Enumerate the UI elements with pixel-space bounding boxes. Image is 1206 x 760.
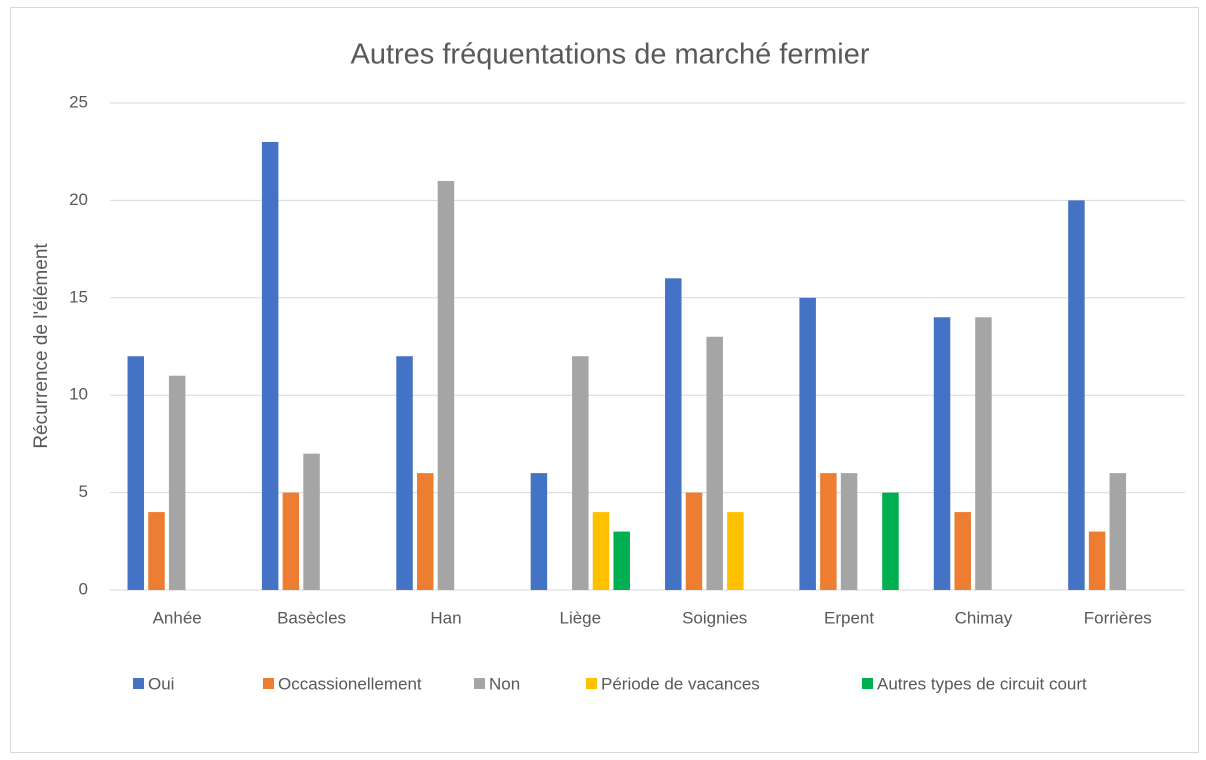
x-tick-label: Soignies (682, 608, 747, 627)
chart-title: Autres fréquentations de marché fermier (350, 39, 869, 71)
legend-swatch (263, 678, 274, 689)
bar (685, 492, 703, 590)
legend-label: Non (489, 674, 520, 693)
x-tick-label: Han (430, 608, 461, 627)
legend-swatch (474, 678, 485, 689)
y-tick-label: 20 (69, 190, 88, 209)
y-axis-label: Récurrence de l'élément (31, 243, 52, 449)
bar (261, 141, 279, 590)
bar (1088, 531, 1106, 590)
x-tick-label: Erpent (824, 608, 874, 627)
bar (954, 512, 971, 590)
y-tick-label: 0 (79, 579, 88, 598)
bar (572, 356, 589, 590)
bar (530, 473, 548, 590)
legend-label: Oui (148, 674, 174, 693)
x-tick-label: Forrières (1084, 608, 1152, 627)
bar (933, 317, 951, 590)
legend-label: Période de vacances (601, 674, 760, 693)
bar (613, 531, 630, 590)
bar (820, 473, 837, 590)
y-tick-label: 25 (69, 92, 88, 111)
bar (706, 336, 723, 590)
bar (840, 473, 858, 590)
y-tick-label: 10 (69, 385, 88, 404)
bar (1109, 473, 1127, 590)
chart-border (10, 7, 1199, 753)
legend-label: Autres types de circuit court (877, 674, 1087, 693)
bar (665, 278, 682, 590)
y-tick-label: 5 (79, 482, 88, 501)
bar (975, 317, 992, 590)
bar (882, 492, 899, 590)
bar (416, 473, 434, 590)
x-tick-label: Anhée (153, 608, 202, 627)
bar (168, 375, 186, 590)
legend-swatch (133, 678, 144, 689)
bar (148, 512, 165, 590)
legend-swatch (586, 678, 597, 689)
legend-label: Occassionellement (278, 674, 422, 693)
bar (1068, 200, 1085, 590)
bar (437, 180, 455, 591)
y-tick-label: 15 (69, 287, 88, 306)
bar (127, 356, 145, 590)
bar (396, 356, 413, 590)
x-tick-label: Liège (560, 608, 602, 627)
x-tick-label: Chimay (955, 608, 1013, 627)
legend-swatch (862, 678, 873, 689)
bar (282, 492, 300, 590)
bar (727, 512, 744, 590)
bar (303, 453, 320, 590)
bar (592, 512, 610, 590)
x-tick-label: Basècles (277, 608, 346, 627)
bar (799, 297, 816, 590)
